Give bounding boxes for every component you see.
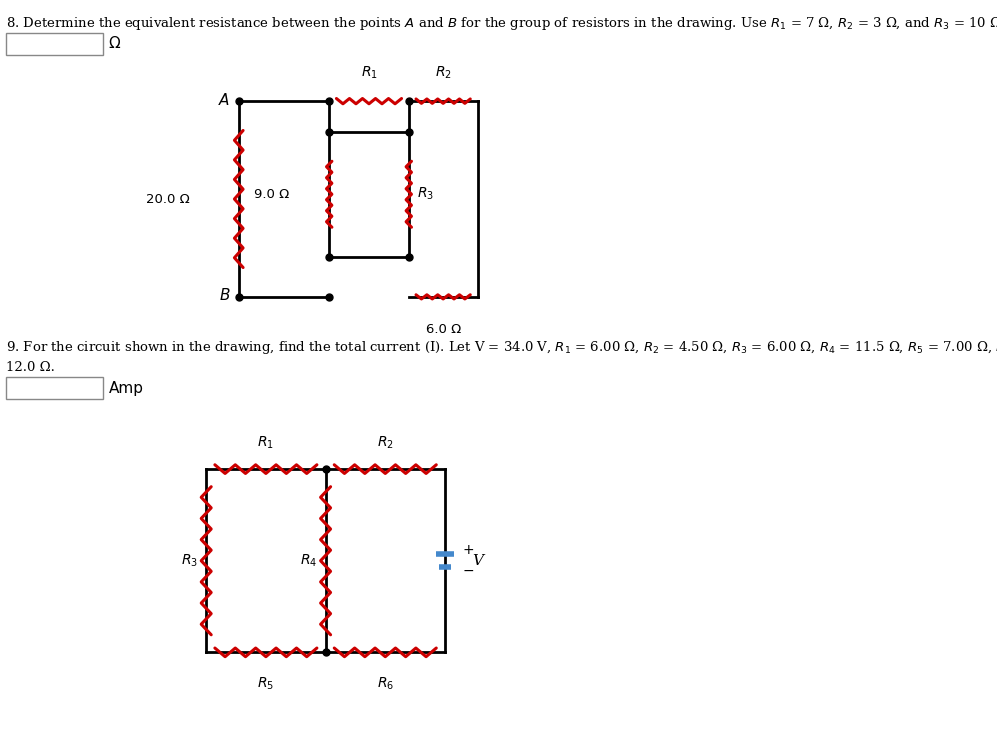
Text: $R_5$: $R_5$ bbox=[257, 676, 274, 692]
Text: $R_3$: $R_3$ bbox=[418, 186, 435, 202]
Text: $R_4$: $R_4$ bbox=[300, 553, 317, 569]
Text: 8. Determine the equivalent resistance between the points $A$ and $B$ for the gr: 8. Determine the equivalent resistance b… bbox=[6, 16, 997, 34]
Text: $R_1$: $R_1$ bbox=[257, 435, 274, 451]
Text: $R_2$: $R_2$ bbox=[435, 65, 452, 81]
Text: −: − bbox=[463, 564, 475, 578]
Bar bbox=[6, 33, 104, 55]
Text: 6.0 Ω: 6.0 Ω bbox=[426, 323, 461, 336]
Text: Amp: Amp bbox=[109, 381, 144, 396]
Text: V: V bbox=[473, 553, 484, 568]
Text: $A$: $A$ bbox=[218, 92, 230, 108]
Text: 12.0 Ω.: 12.0 Ω. bbox=[6, 361, 55, 374]
Text: $B$: $B$ bbox=[218, 287, 230, 303]
Text: Ω: Ω bbox=[109, 37, 121, 51]
Text: $R_1$: $R_1$ bbox=[361, 65, 378, 81]
Text: $R_3$: $R_3$ bbox=[180, 553, 197, 569]
Text: 20.0 Ω: 20.0 Ω bbox=[146, 193, 189, 205]
Text: $R_6$: $R_6$ bbox=[377, 676, 394, 692]
Text: $R_2$: $R_2$ bbox=[377, 435, 394, 451]
Bar bbox=[6, 377, 104, 399]
Text: 9.0 Ω: 9.0 Ω bbox=[254, 188, 289, 201]
Text: +: + bbox=[463, 543, 475, 558]
Text: 9. For the circuit shown in the drawing, find the total current (I). Let V = 34.: 9. For the circuit shown in the drawing,… bbox=[6, 339, 997, 356]
